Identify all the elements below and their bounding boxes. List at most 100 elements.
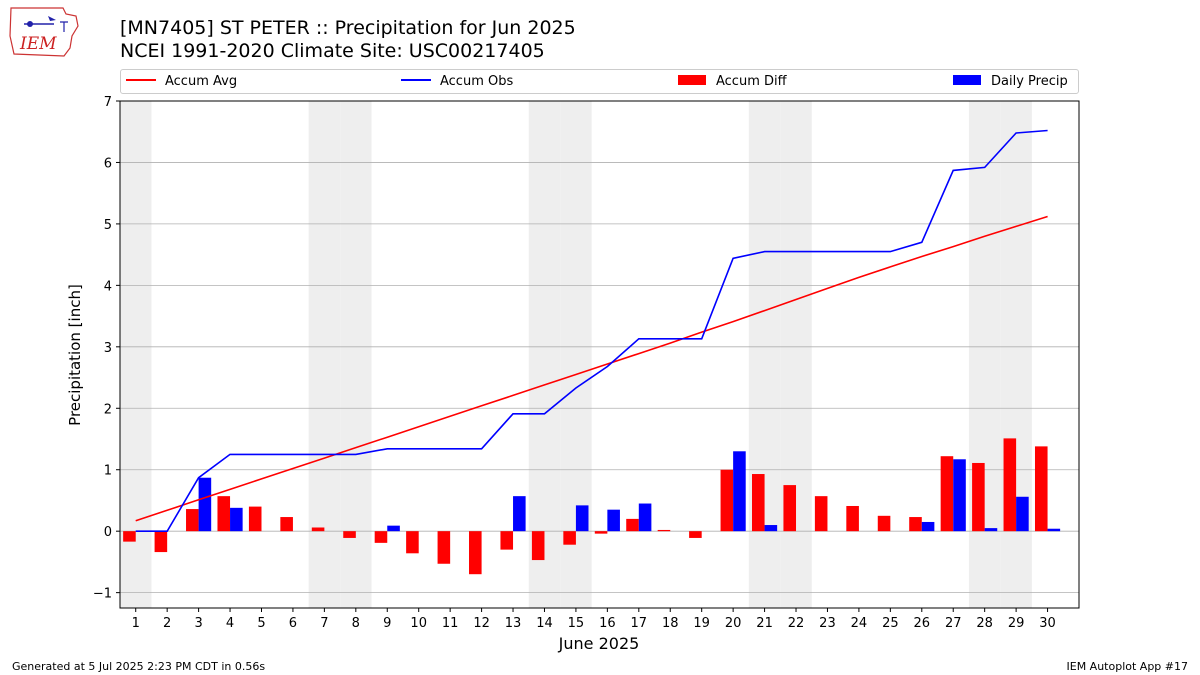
y-tick-label: −1 xyxy=(93,587,112,602)
legend-swatch-accum-obs xyxy=(401,78,431,81)
accum-diff-bar xyxy=(217,496,231,532)
legend-accum-diff: Accum Diff xyxy=(678,74,787,89)
x-tick-label: 14 xyxy=(536,616,553,631)
x-tick-label: 8 xyxy=(352,616,360,631)
x-tick-label: 23 xyxy=(819,616,836,631)
daily-precip-bar xyxy=(921,521,935,532)
accum-avg-line xyxy=(135,215,1048,522)
x-tick-label: 24 xyxy=(851,616,868,631)
x-tick-label: 4 xyxy=(226,616,234,631)
x-tick-label: 13 xyxy=(505,616,522,631)
daily-precip-bar xyxy=(1047,528,1061,532)
accum-diff-bar xyxy=(689,531,702,538)
accum-diff-bar xyxy=(972,462,985,532)
x-tick-label: 22 xyxy=(788,616,805,631)
weekend-band xyxy=(308,101,341,608)
y-tick-label: 2 xyxy=(104,402,112,417)
legend-accum-obs: Accum Obs xyxy=(401,74,513,89)
accum-diff-bar xyxy=(1034,446,1048,532)
svg-text:IEM: IEM xyxy=(19,34,57,54)
accum-diff-bar xyxy=(909,517,922,532)
accum-diff-bar xyxy=(940,456,954,532)
accum-diff-bar xyxy=(374,531,388,543)
accum-diff-bar xyxy=(500,531,514,550)
x-tick-label: 16 xyxy=(599,616,616,631)
accum-diff-bar xyxy=(720,469,734,532)
weekend-band xyxy=(340,101,372,608)
y-tick-label: 4 xyxy=(104,279,112,294)
accum-diff-bar xyxy=(657,529,671,532)
weekend-band xyxy=(528,101,561,608)
legend-label-accum-obs: Accum Obs xyxy=(440,74,514,89)
x-tick-label: 25 xyxy=(882,616,899,631)
accum-diff-bar xyxy=(154,531,168,553)
daily-precip-bar xyxy=(230,507,243,532)
weekend-band xyxy=(780,101,812,608)
x-tick-label: 19 xyxy=(693,616,710,631)
x-tick-label: 26 xyxy=(914,616,931,631)
y-tick-label: 1 xyxy=(104,464,112,479)
accum-diff-bar xyxy=(343,531,356,538)
y-tick-label: 7 xyxy=(104,95,112,110)
daily-precip-bar xyxy=(513,496,526,532)
daily-precip-bar xyxy=(984,528,998,532)
accum-lines xyxy=(135,129,1048,533)
iem-logo: IEM xyxy=(9,7,79,57)
footer-app: IEM Autoplot App #17 xyxy=(1066,660,1189,673)
legend-accum-avg: Accum Avg xyxy=(126,74,237,89)
accum-diff-bar xyxy=(626,518,639,532)
x-tick-label: 2 xyxy=(163,616,171,631)
legend-label-daily-precip: Daily Precip xyxy=(991,74,1068,89)
accum-diff-bar xyxy=(311,527,325,532)
x-tick-label: 17 xyxy=(631,616,648,631)
daily-precip-bars xyxy=(198,451,1061,532)
x-tick-label: 21 xyxy=(756,616,773,631)
accum-diff-bar xyxy=(186,509,199,532)
weekend-band xyxy=(120,101,152,608)
accum-diff-bar xyxy=(751,474,765,532)
x-axis-label: June 2025 xyxy=(558,634,640,653)
x-tick-label: 12 xyxy=(473,616,490,631)
gridlines xyxy=(120,100,1079,594)
plot-frame xyxy=(119,100,1080,609)
legend-swatch-daily-precip xyxy=(953,74,981,85)
weekend-band xyxy=(1000,101,1032,608)
daily-precip-bar xyxy=(607,509,620,532)
accum-diff-bar xyxy=(406,531,419,554)
x-tick-label: 28 xyxy=(976,616,993,631)
x-tick-label: 5 xyxy=(257,616,265,631)
accum-diff-bar xyxy=(280,517,293,532)
accum-diff-bars xyxy=(123,438,1048,575)
x-tick-label: 11 xyxy=(442,616,459,631)
accum-diff-bar xyxy=(563,531,576,545)
y-axis-label: Precipitation [inch] xyxy=(66,284,84,426)
y-tick-label: 0 xyxy=(104,525,112,540)
daily-precip-bar xyxy=(638,503,652,532)
y-axis-ticks: −1 0 1 2 3 4 5 6 7 xyxy=(93,95,120,602)
x-tick-label: 6 xyxy=(289,616,297,631)
legend: Accum Avg Accum Obs Accum Diff Daily Pre… xyxy=(120,69,1079,94)
legend-daily-precip: Daily Precip xyxy=(953,74,1068,89)
accum-diff-bar xyxy=(1003,438,1017,532)
legend-label-accum-avg: Accum Avg xyxy=(165,74,238,89)
weekend-band xyxy=(968,101,1001,608)
accum-diff-bar xyxy=(814,496,828,532)
chart-subtitle: NCEI 1991-2020 Climate Site: USC00217405 xyxy=(120,40,545,62)
y-tick-label: 5 xyxy=(104,218,112,233)
footer-generated: Generated at 5 Jul 2025 2:23 PM CDT in 0… xyxy=(12,660,266,673)
accum-diff-bar xyxy=(248,506,262,532)
legend-label-accum-diff: Accum Diff xyxy=(716,74,787,89)
accum-diff-bar xyxy=(594,531,608,534)
x-tick-label: 9 xyxy=(383,616,391,631)
accum-diff-bar xyxy=(123,531,136,542)
legend-swatch-accum-diff xyxy=(678,74,706,85)
chart-title: [MN7405] ST PETER :: Precipitation for J… xyxy=(120,17,576,39)
daily-precip-bar xyxy=(733,451,746,532)
x-tick-label: 29 xyxy=(1008,616,1025,631)
legend-swatch-accum-avg xyxy=(126,78,156,81)
accum-diff-bar xyxy=(846,505,859,532)
x-tick-label: 18 xyxy=(662,616,679,631)
x-tick-label: 20 xyxy=(725,616,742,631)
daily-precip-bar xyxy=(764,525,778,532)
